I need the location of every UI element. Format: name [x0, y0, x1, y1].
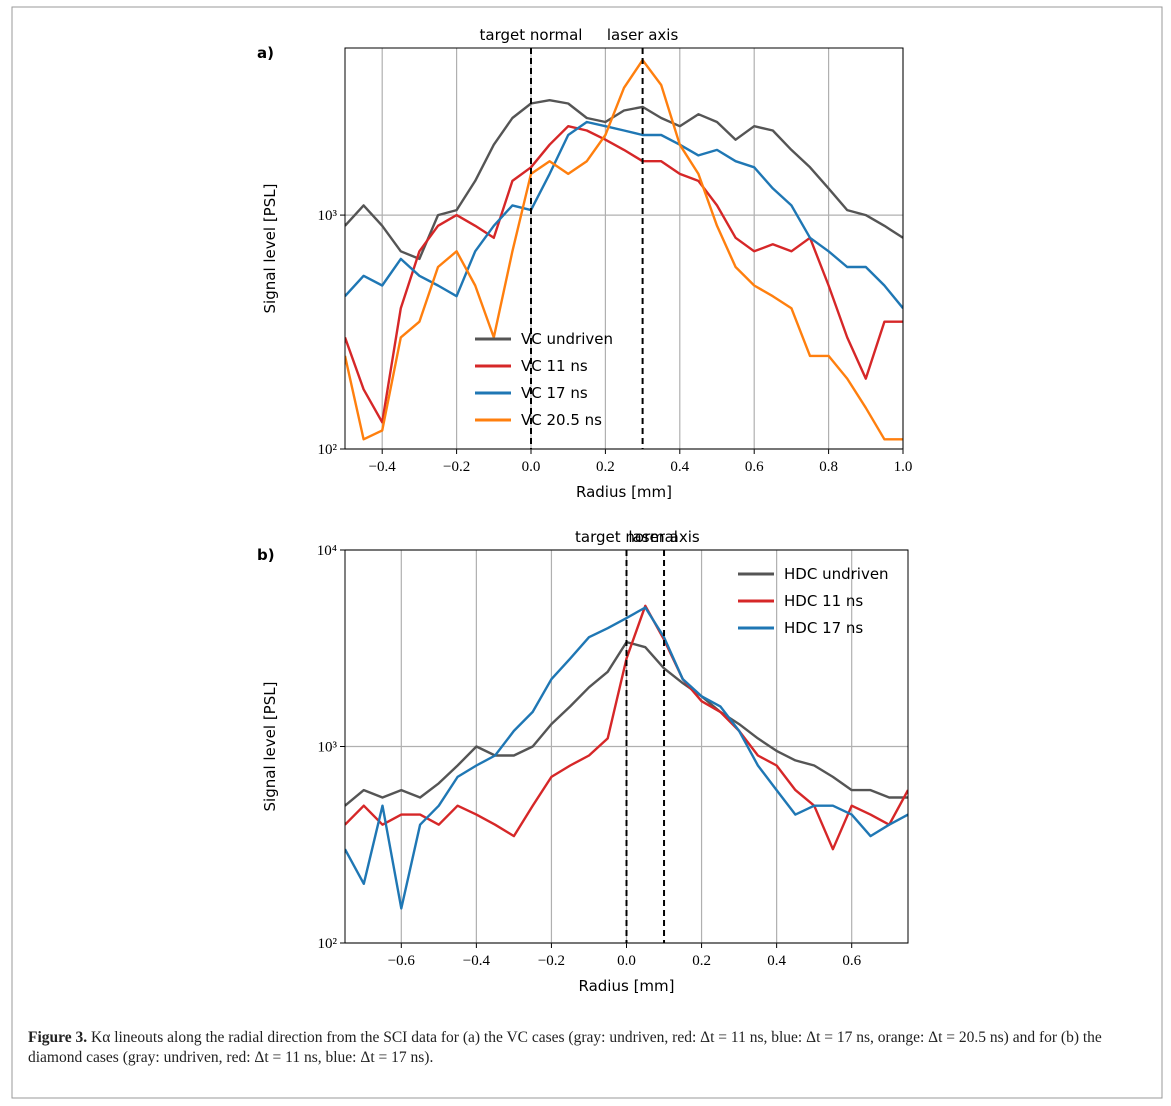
x-tick-label: 0.0 — [522, 459, 541, 475]
legend-label: VC 20.5 ns — [521, 411, 602, 429]
plot-frame — [344, 47, 904, 450]
plot-frame — [344, 549, 909, 944]
legend-label: VC 11 ns — [521, 357, 588, 375]
x-tick-label: 0.0 — [617, 953, 636, 969]
series-line — [345, 125, 903, 424]
series-line — [345, 606, 908, 910]
caption: Figure 3. Kα lineouts along the radial d… — [28, 1028, 1138, 1068]
x-tick-label: 0.6 — [745, 459, 764, 475]
reference-label: target normal — [575, 528, 678, 546]
x-tick-label: 0.2 — [692, 953, 711, 969]
x-tick-label: −0.6 — [388, 953, 416, 969]
x-axis-label: Radius [mm] — [579, 977, 675, 995]
legend-label: VC undriven — [521, 330, 613, 348]
legend-label: VC 17 ns — [521, 384, 588, 402]
reference-label: laser axis — [607, 26, 679, 44]
legend-label: HDC 11 ns — [784, 592, 863, 610]
x-tick-label: −0.2 — [443, 459, 470, 475]
reference-label: laser axis — [628, 528, 700, 546]
legend-label: HDC undriven — [784, 565, 889, 583]
x-tick-label: 0.8 — [819, 459, 838, 475]
x-tick-label: −0.4 — [463, 953, 491, 969]
y-axis-label: Signal level [PSL] — [261, 682, 279, 812]
series-line — [345, 99, 903, 261]
y-tick-label: 10³ — [318, 208, 338, 224]
x-axis-label: Radius [mm] — [576, 483, 672, 501]
x-tick-label: −0.4 — [369, 459, 397, 475]
x-tick-label: 1.0 — [894, 459, 913, 475]
x-tick-label: 0.2 — [596, 459, 615, 475]
y-axis-label: Signal level [PSL] — [261, 184, 279, 314]
y-tick-label: 10² — [318, 442, 338, 458]
legend-label: HDC 17 ns — [784, 619, 863, 637]
figure-border — [11, 6, 1163, 1099]
x-tick-label: 0.4 — [767, 953, 786, 969]
y-tick-label: 10⁴ — [317, 543, 337, 559]
series-line — [345, 120, 903, 309]
caption-text: Kα lineouts along the radial direction f… — [28, 1029, 1102, 1066]
y-tick-label: 10³ — [318, 740, 338, 756]
reference-label: target normal — [480, 26, 583, 44]
x-tick-label: −0.2 — [538, 953, 565, 969]
x-tick-label: 0.4 — [670, 459, 689, 475]
panel-label: a) — [257, 44, 274, 62]
caption-label: Figure 3. — [28, 1029, 88, 1046]
x-tick-label: 0.6 — [842, 953, 861, 969]
series-line — [345, 58, 903, 441]
y-tick-label: 10² — [318, 936, 338, 952]
panel-label: b) — [257, 546, 275, 564]
